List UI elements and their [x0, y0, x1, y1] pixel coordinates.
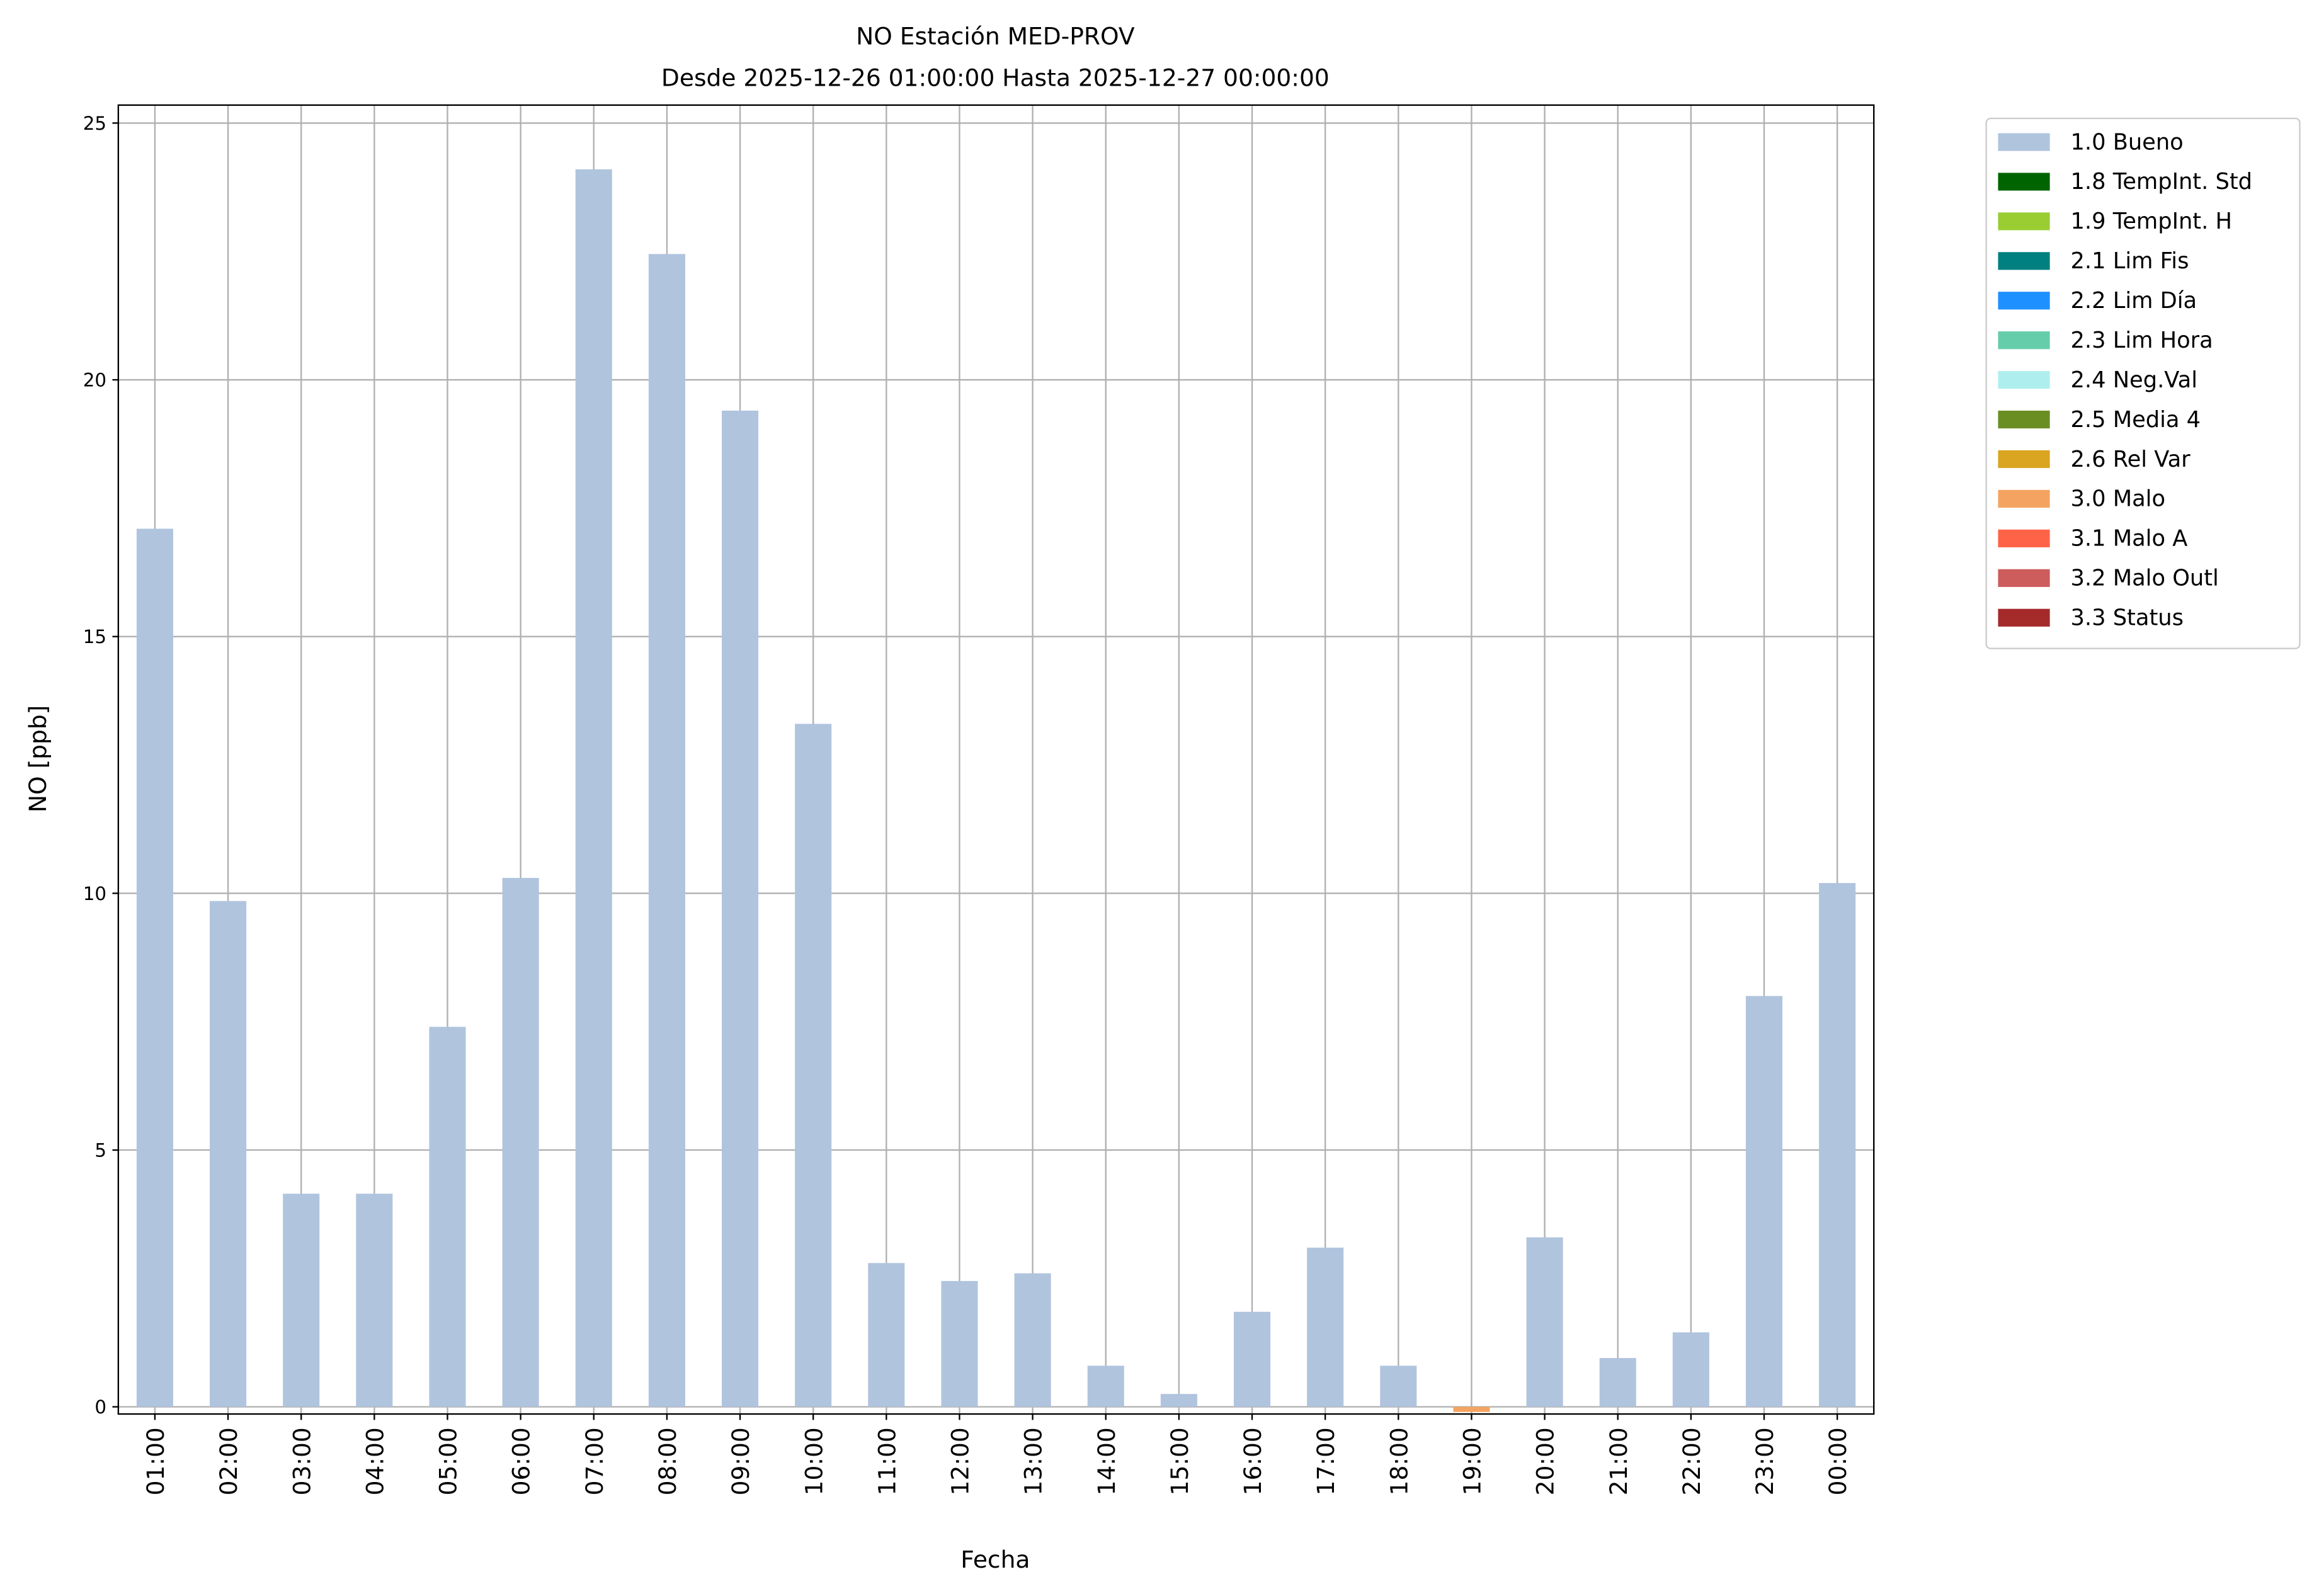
x-tick-label: 06:00 — [508, 1427, 535, 1495]
chart-title: NO Estación MED-PROV — [856, 23, 1135, 50]
x-tick-label: 12:00 — [947, 1427, 974, 1495]
bar — [1526, 1237, 1563, 1407]
legend-label: 3.3 Status — [2071, 605, 2184, 630]
plot-frame — [117, 104, 1875, 1415]
x-tick-label: 04:00 — [361, 1427, 389, 1495]
legend-swatch — [1998, 292, 2050, 310]
bar — [1819, 883, 1856, 1407]
bar — [283, 1194, 320, 1407]
legend-label: 1.9 TempInt. H — [2071, 208, 2232, 234]
x-tick-label: 23:00 — [1751, 1427, 1779, 1495]
legend-label: 1.8 TempInt. Std — [2071, 169, 2252, 195]
x-tick-label: 20:00 — [1532, 1427, 1559, 1495]
y-tick-label: 20 — [83, 370, 106, 391]
x-tick-label: 19:00 — [1459, 1427, 1486, 1495]
legend-label: 2.6 Rel Var — [2071, 447, 2191, 472]
x-axis-label: Fecha — [960, 1546, 1030, 1573]
x-tick-label: 00:00 — [1824, 1427, 1852, 1495]
y-axis-label: NO [ppb] — [24, 705, 52, 812]
x-tick-label: 10:00 — [800, 1427, 828, 1495]
x-tick-label: 13:00 — [1020, 1427, 1047, 1495]
x-tick-label: 09:00 — [727, 1427, 755, 1495]
legend-swatch — [1998, 371, 2050, 389]
legend-label: 3.1 Malo A — [2071, 526, 2188, 552]
legend-swatch — [1998, 489, 2050, 508]
x-tick-label: 03:00 — [288, 1427, 316, 1495]
legend-swatch — [1998, 212, 2050, 231]
legend-label: 2.3 Lim Hora — [2071, 328, 2213, 353]
x-tick-label: 05:00 — [435, 1427, 462, 1495]
y-tick-label: 15 — [83, 626, 106, 647]
x-tick-label: 18:00 — [1385, 1427, 1413, 1495]
bar — [356, 1194, 393, 1407]
x-tick-label: 16:00 — [1239, 1427, 1267, 1495]
x-tick-label: 21:00 — [1605, 1427, 1632, 1495]
x-tick-label: 11:00 — [873, 1427, 901, 1495]
legend-swatch — [1998, 331, 2050, 350]
legend-swatch — [1998, 411, 2050, 429]
bar — [795, 724, 832, 1407]
legend-label: 3.2 Malo Outl — [2071, 566, 2219, 591]
bar — [429, 1027, 466, 1407]
chart-subtitle: Desde 2025-12-26 01:00:00 Hasta 2025-12-… — [661, 64, 1330, 91]
bar — [1307, 1247, 1344, 1407]
bar — [868, 1263, 905, 1407]
legend-label: 2.2 Lim Día — [2071, 288, 2197, 314]
y-tick-label: 25 — [83, 113, 106, 134]
bar — [502, 877, 539, 1407]
legend-swatch — [1998, 450, 2050, 469]
bar — [722, 410, 759, 1407]
legend-swatch — [1998, 252, 2050, 270]
bar — [1087, 1365, 1124, 1407]
bar — [136, 528, 173, 1407]
legend-label: 1.0 Bueno — [2071, 129, 2184, 155]
x-tick-label: 22:00 — [1678, 1427, 1706, 1495]
bar — [1453, 1406, 1490, 1412]
bar — [1014, 1273, 1051, 1407]
y-tick-label: 0 — [94, 1396, 106, 1418]
y-tick-label: 5 — [94, 1140, 106, 1161]
bar — [1672, 1332, 1709, 1407]
x-tick-label: 14:00 — [1093, 1427, 1120, 1495]
bar — [1599, 1358, 1636, 1407]
x-tick-label: 15:00 — [1166, 1427, 1194, 1495]
bar — [1380, 1365, 1417, 1407]
legend-label: 2.1 Lim Fis — [2071, 248, 2189, 274]
legend-swatch — [1998, 608, 2050, 627]
legend-swatch — [1998, 529, 2050, 547]
x-tick-label: 08:00 — [654, 1427, 681, 1495]
bar — [210, 901, 247, 1407]
bar — [575, 169, 612, 1407]
bar — [941, 1280, 978, 1407]
legend-swatch — [1998, 173, 2050, 191]
bar — [1745, 996, 1783, 1407]
bar — [648, 254, 685, 1407]
legend-label: 2.4 Neg.Val — [2071, 367, 2198, 393]
legend-label: 3.0 Malo — [2071, 486, 2166, 512]
bar — [1160, 1394, 1197, 1407]
x-tick-label: 17:00 — [1312, 1427, 1340, 1495]
legend-swatch — [1998, 133, 2050, 151]
x-tick-label: 02:00 — [215, 1427, 242, 1495]
y-tick-label: 10 — [83, 883, 106, 904]
bar — [1233, 1311, 1271, 1407]
x-tick-label: 01:00 — [142, 1427, 169, 1495]
legend-box — [1985, 117, 2301, 649]
legend-swatch — [1998, 569, 2050, 587]
legend-label: 2.5 Media 4 — [2071, 407, 2201, 433]
x-tick-label: 07:00 — [581, 1427, 608, 1495]
